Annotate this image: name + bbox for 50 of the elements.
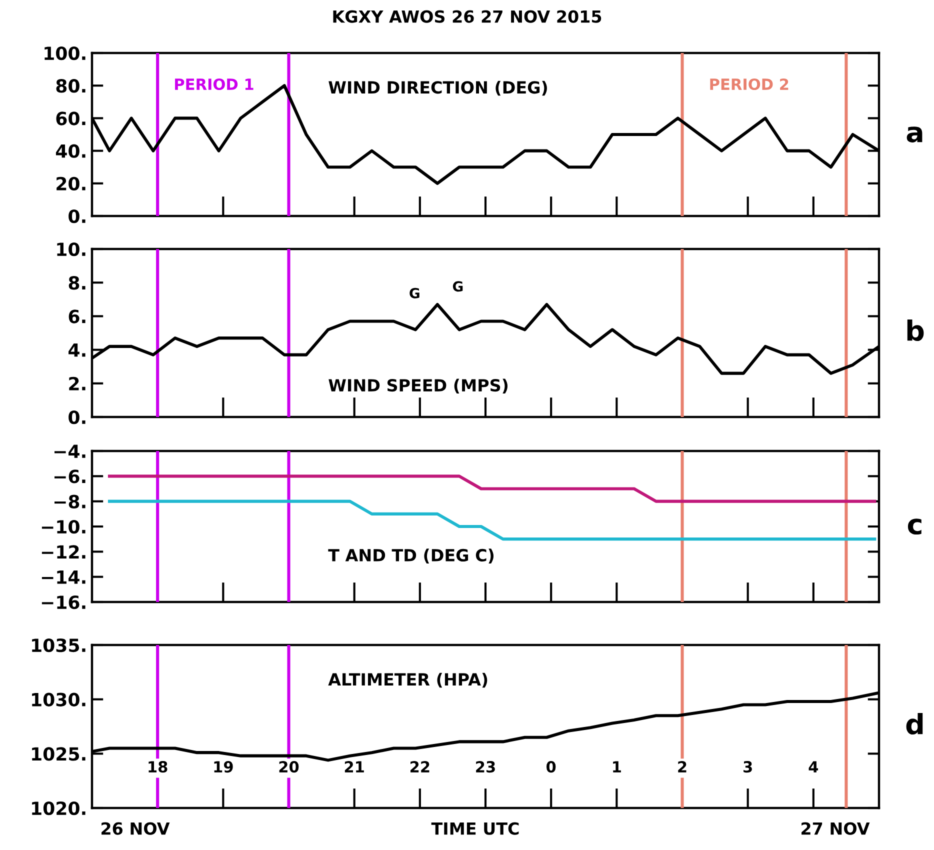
y-tick-label: 4. xyxy=(68,343,86,357)
x-axis-title: TIME UTC xyxy=(431,822,519,835)
y-tick-label: 20. xyxy=(56,176,86,191)
y-tick-label: −12. xyxy=(42,545,86,559)
annotation: G xyxy=(452,281,463,292)
y-tick-label: 6. xyxy=(68,310,86,324)
y-tick-label: −10. xyxy=(42,520,86,534)
annotation: T AND TD (DEG C) xyxy=(328,548,494,564)
y-tick-label: 1025. xyxy=(32,747,86,761)
y-tick-label: 100. xyxy=(44,46,86,60)
x-tick-label: 20 xyxy=(279,761,299,773)
x-tick-label: 3 xyxy=(744,761,752,773)
y-tick-label: −4. xyxy=(54,444,86,458)
y-tick-label: 2. xyxy=(69,376,86,390)
x-tick-label: 4 xyxy=(808,761,818,772)
x-tick-label: 23 xyxy=(476,761,495,773)
text: c xyxy=(908,518,922,535)
x-tick-label: 1 xyxy=(613,761,621,772)
x-tick-label: 19 xyxy=(214,761,233,773)
x-tick-label: 22 xyxy=(410,761,430,772)
text: a xyxy=(906,126,922,143)
y-tick-label: 1020. xyxy=(32,801,86,816)
text: 26 NOV xyxy=(102,822,170,835)
annotation: PERIOD 1 xyxy=(175,78,254,90)
y-tick-label: 80. xyxy=(56,79,86,93)
y-tick-label: −8. xyxy=(54,494,86,508)
y-tick-label: 0. xyxy=(68,410,86,424)
annotation: ALTIMETER (HPA) xyxy=(328,672,488,688)
x-tick-label: 2 xyxy=(678,761,686,772)
annotation: PERIOD 2 xyxy=(710,78,788,90)
annotation: WIND SPEED (MPS) xyxy=(328,378,508,394)
text: b xyxy=(907,320,924,342)
y-tick-label: −6. xyxy=(54,470,86,484)
x-tick-label: 18 xyxy=(148,761,168,773)
annotation: WIND DIRECTION (DEG) xyxy=(328,80,547,96)
x-tick-label: 21 xyxy=(344,761,364,772)
y-tick-label: 1030. xyxy=(32,692,86,706)
y-tick-label: 1035. xyxy=(32,638,86,652)
y-tick-label: 8. xyxy=(68,276,86,290)
y-tick-label: 60. xyxy=(56,112,86,126)
chart-title: KGXY AWOS 26 27 NOV 2015 xyxy=(333,10,602,23)
y-tick-label: 10. xyxy=(57,242,86,256)
y-tick-label: −16. xyxy=(42,595,86,610)
annotation: G xyxy=(410,288,420,298)
y-tick-label: −14. xyxy=(42,570,86,584)
y-tick-label: 40. xyxy=(56,144,86,158)
x-tick-label: 0 xyxy=(546,761,556,773)
y-tick-label: 0. xyxy=(68,209,86,224)
text: d xyxy=(906,713,923,735)
text: 27 NOV xyxy=(802,822,870,835)
